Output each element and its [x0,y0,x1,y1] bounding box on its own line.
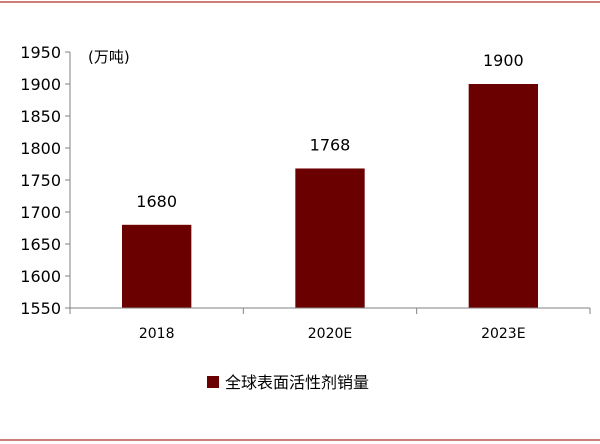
bars [122,84,538,308]
legend-label: 全球表面活性剂销量 [225,373,369,392]
y-tick-label: 1950 [20,43,61,62]
y-tick-label: 1600 [20,267,61,286]
bar-value-label: 1680 [136,192,177,211]
bar-value-label: 1768 [310,135,351,154]
legend: 全球表面活性剂销量 [207,373,369,392]
x-category-label: 2018 [139,326,175,342]
x-category-label: 2020E [308,326,352,342]
x-axis: 2018 2020E 2023E [69,307,591,342]
y-tick-label: 1650 [20,235,61,254]
unit-label: (万吨) [88,48,130,66]
y-tick-label: 1850 [20,107,61,126]
y-tick-label: 1800 [20,139,61,158]
y-tick-label: 1750 [20,171,61,190]
bar-value-label: 1900 [483,51,524,70]
x-category-label: 2023E [481,326,525,342]
bar [468,84,538,308]
y-tick-label: 1550 [20,299,61,318]
y-tick-label: 1900 [20,75,61,94]
y-tick-label: 1700 [20,203,61,222]
data-labels: 1680 1768 1900 [136,51,523,211]
y-axis: 1550 1600 1650 1700 1750 1800 1850 1900 1950 [20,43,71,318]
bar [122,224,192,308]
legend-swatch [207,376,219,388]
bar [295,168,365,308]
